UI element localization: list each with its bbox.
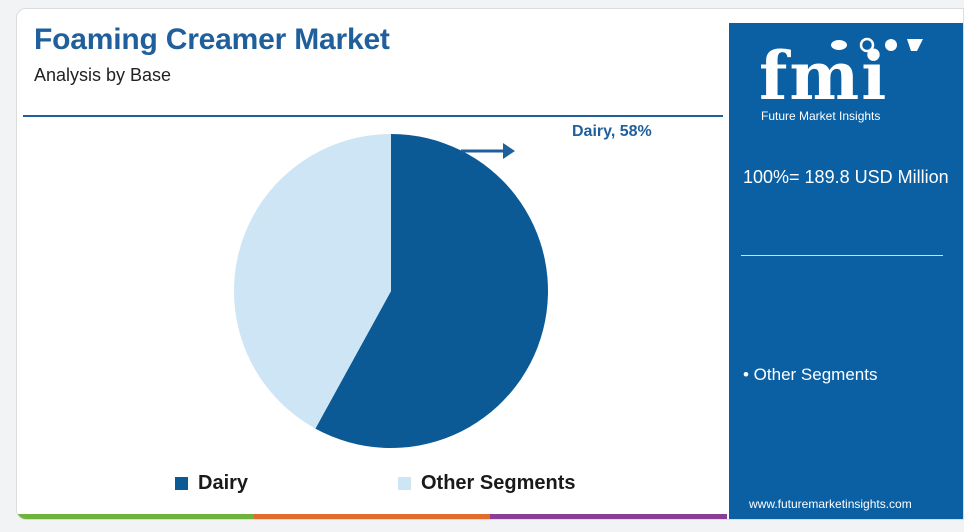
segment-list-item: • Other Segments — [743, 365, 878, 384]
pie-slice-other-segments — [234, 134, 391, 429]
title-divider — [23, 115, 723, 117]
pie-slice-dairy — [315, 134, 548, 448]
chart-subtitle: Analysis by Base — [34, 65, 172, 85]
legend-item-dairy: Dairy — [175, 472, 248, 495]
market-total: 100%= 189.8 USD Million — [743, 167, 949, 187]
info-sidebar: fmi Future Market Insights 100%= 189.8 U… — [729, 23, 963, 519]
footer-color-bar — [17, 514, 728, 519]
chart-title: Foaming Creamer Market — [34, 23, 390, 56]
slice-label-dairy: Dairy, 58% — [572, 123, 652, 140]
footer-bar-green — [17, 514, 254, 519]
legend-label-other-segments: Other Segments — [421, 472, 576, 494]
brand-tagline: Future Market Insights — [761, 109, 881, 123]
footer-bar-orange — [253, 514, 491, 519]
sidebar-divider — [741, 255, 943, 256]
legend-swatch-dairy — [175, 477, 188, 490]
arrow-right-icon — [461, 143, 515, 159]
fmi-logo: fmi Future Market Insights — [759, 33, 929, 125]
footer-bar-purple — [490, 514, 728, 519]
pie-chart — [234, 134, 548, 448]
legend-swatch-other-segments — [398, 477, 411, 490]
brand-logo-text: fmi — [759, 37, 889, 115]
chart-card: Foaming Creamer Market Analysis by Base … — [16, 8, 964, 520]
legend-label-dairy: Dairy — [198, 472, 249, 494]
website-url: www.futuremarketinsights.com — [749, 497, 912, 511]
logo-decoration-icon — [831, 37, 923, 53]
legend-item-other-segments: Other Segments — [398, 472, 575, 495]
